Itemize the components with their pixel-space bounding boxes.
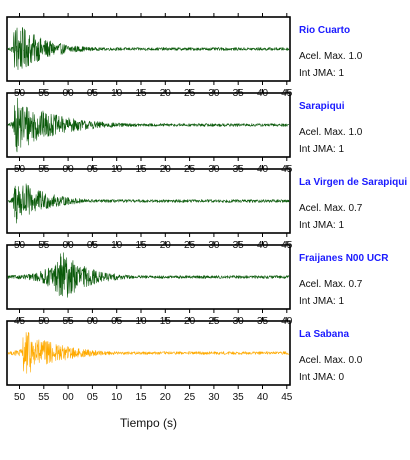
tick-label: 05 <box>87 392 99 403</box>
waveform-trace <box>7 332 290 374</box>
waveform-trace <box>7 183 290 224</box>
station-name: Fraijanes N00 UCR <box>299 253 389 264</box>
tick-label: 55 <box>38 392 50 403</box>
panel-frame <box>6 320 291 386</box>
max-accel-label: Acel. Max. 1.0 <box>299 127 363 138</box>
max-accel-label: Acel. Max. 0.7 <box>299 203 363 214</box>
tick-label: 20 <box>160 392 172 403</box>
tick-label: 10 <box>111 392 123 403</box>
tick-label: 00 <box>63 392 75 403</box>
jma-intensity-label: Int JMA: 1 <box>299 68 344 79</box>
time-axis: 50 55 00 05 10 15 20 25 30 35 40 45 <box>14 317 293 403</box>
panel-frame <box>6 16 291 82</box>
panel-frame <box>6 92 291 158</box>
max-accel-label: Acel. Max. 0.7 <box>299 279 363 290</box>
jma-intensity-label: Int JMA: 1 <box>299 220 344 231</box>
waveform-trace <box>7 27 290 70</box>
max-accel-label: Acel. Max. 0.0 <box>299 355 363 366</box>
tick-label: 45 <box>281 392 293 403</box>
panel-frame <box>6 244 291 310</box>
tick-label: 30 <box>208 392 220 403</box>
tick-label: 25 <box>184 392 196 403</box>
tick-label: 35 <box>233 392 245 403</box>
station-panel: 50 55 00 05 10 15 20 25 30 35 40 45 Rio Cuarto Acel. … <box>6 13 363 99</box>
jma-intensity-label: Int JMA: 1 <box>299 144 344 155</box>
station-panel: 50 55 00 05 10 15 20 25 30 35 40 45 La Sabana Acel. M… <box>6 317 363 403</box>
station-panel: 50 55 00 05 10 15 20 25 30 35 40 45 La Virgen de Sar… <box>6 165 407 251</box>
tick-label: 50 <box>14 392 26 403</box>
panel-frame <box>6 168 291 234</box>
x-axis-title: Tiempo (s) <box>120 416 177 430</box>
station-name: La Sabana <box>299 329 349 340</box>
tick-label: 15 <box>135 392 147 403</box>
waveform-trace <box>7 252 290 298</box>
tick-label: 40 <box>257 392 269 403</box>
jma-intensity-label: Int JMA: 1 <box>299 296 344 307</box>
jma-intensity-label: Int JMA: 0 <box>299 372 344 383</box>
time-axis: 50 55 00 05 10 15 20 25 30 35 40 45 <box>14 13 293 99</box>
station-name: Rio Cuarto <box>299 25 350 36</box>
max-accel-label: Acel. Max. 1.0 <box>299 51 363 62</box>
time-axis: 50 55 00 05 10 15 20 25 30 35 40 45 <box>14 165 293 251</box>
station-name: Sarapiqui <box>299 101 345 112</box>
station-name: La Virgen de Sarapiqui <box>299 177 407 188</box>
waveform-trace <box>7 97 290 153</box>
